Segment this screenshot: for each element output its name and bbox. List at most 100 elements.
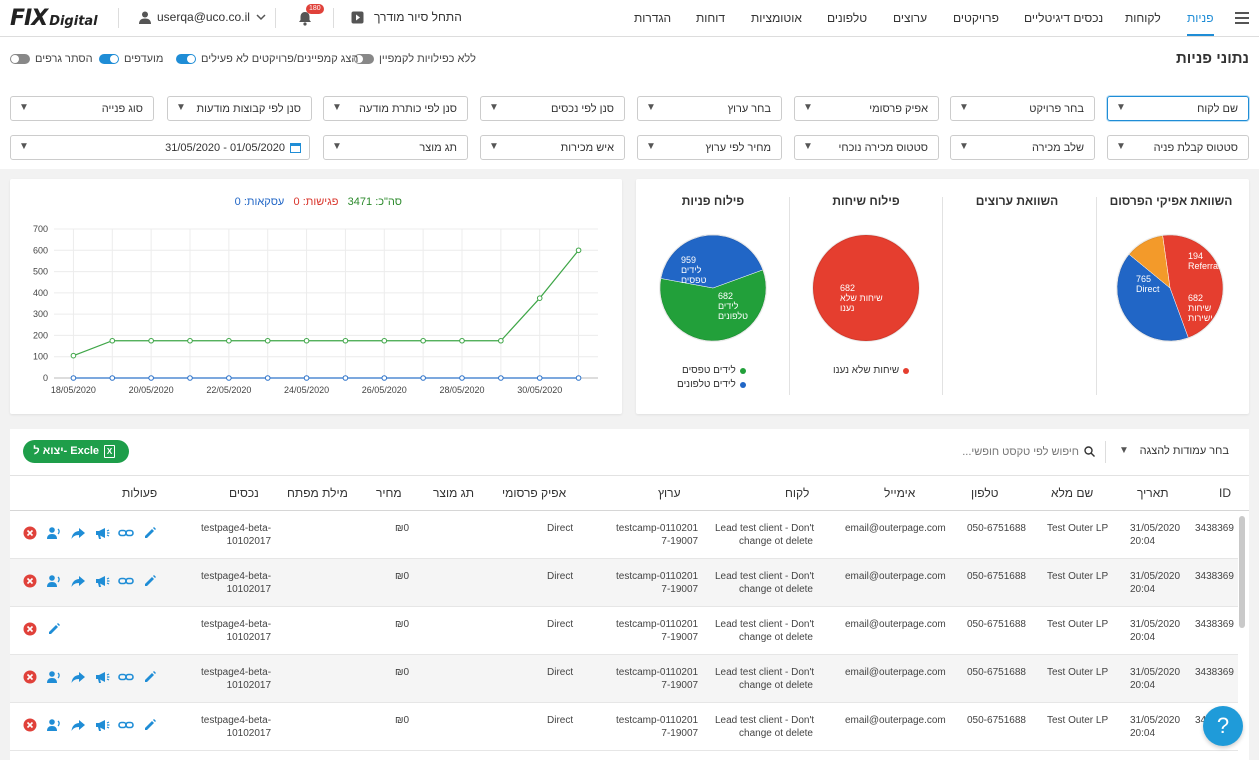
- assign-user-icon[interactable]: [46, 525, 62, 541]
- col-header-phone[interactable]: טלפון: [971, 486, 999, 500]
- edit-icon[interactable]: [46, 621, 62, 637]
- edit-icon[interactable]: [142, 573, 158, 589]
- delete-icon[interactable]: [22, 573, 38, 589]
- edit-icon[interactable]: [142, 717, 158, 733]
- toggle-no-duplicates[interactable]: ללא כפילויות לקמפיין: [354, 53, 476, 65]
- nav-settings[interactable]: הגדרות: [634, 11, 672, 25]
- filters-panel: שם לקוח ▼ בחר פרויקט ▼ אפיק פרסומי ▼ בחר ער…: [0, 81, 1259, 169]
- x-tick-label: 18/05/2020: [51, 385, 96, 395]
- forward-icon[interactable]: [70, 525, 86, 541]
- cell-channel-line: testcamp-0110201: [616, 715, 699, 726]
- toggle-favorites[interactable]: מועדפים: [99, 53, 163, 65]
- col-header-name[interactable]: שם מלא: [1051, 486, 1094, 500]
- filter-price-by-channel[interactable]: מחיר לפי ערוץ ▼: [637, 135, 782, 160]
- search-box[interactable]: [890, 440, 1095, 463]
- table-scrollbar[interactable]: [1239, 516, 1245, 628]
- forward-icon[interactable]: [70, 717, 86, 733]
- filter-sale-stage[interactable]: שלב מכירה ▼: [950, 135, 1095, 160]
- start-tour-button[interactable]: התחל סיור מודרך: [351, 10, 462, 24]
- date-range-picker[interactable]: 31/05/2020 - 01/05/2020 ▼: [10, 135, 310, 160]
- filter-salesperson[interactable]: איש מכירות ▼: [480, 135, 625, 160]
- pie-outline: [1116, 234, 1224, 342]
- assign-user-icon[interactable]: [46, 573, 62, 589]
- filter-ad-groups[interactable]: סנן לפי קבוצות מודעות ▼: [167, 96, 312, 121]
- col-header-price[interactable]: מחיר: [376, 486, 402, 500]
- column-selector[interactable]: בחר עמודות להצגה ▼: [1111, 440, 1239, 463]
- megaphone-icon[interactable]: [94, 717, 110, 733]
- megaphone-icon[interactable]: [94, 525, 110, 541]
- date-range-value: 31/05/2020 - 01/05/2020: [165, 142, 285, 154]
- edit-icon[interactable]: [142, 525, 158, 541]
- menu-icon[interactable]: [1235, 12, 1249, 24]
- export-excel-button[interactable]: יצוא ל- Excle X: [23, 440, 129, 463]
- megaphone-icon[interactable]: [94, 573, 110, 589]
- col-header-keyword[interactable]: מילת מפתח: [287, 486, 348, 500]
- cell-assets-line: testpage4-beta-: [201, 619, 272, 630]
- filter-sale-status[interactable]: סטטוס מכירה נוכחי ▼: [794, 135, 939, 160]
- filter-ad-channel[interactable]: אפיק פרסומי ▼: [794, 96, 939, 121]
- forward-icon[interactable]: [70, 669, 86, 685]
- search-input[interactable]: [899, 442, 1079, 461]
- nav-digital-assets[interactable]: נכסים דיגיטליים: [1024, 11, 1104, 25]
- delete-icon[interactable]: [22, 669, 38, 685]
- user-menu[interactable]: userqa@uco.co.il: [139, 10, 266, 24]
- col-header-channel[interactable]: ערוץ: [658, 486, 681, 500]
- play-icon: [351, 11, 364, 23]
- cell-price-line: ₪0: [395, 523, 410, 534]
- col-header-product-tag[interactable]: תג מוצר: [433, 486, 475, 500]
- link-icon[interactable]: [118, 717, 134, 733]
- filter-assets[interactable]: סנן לפי נכסים ▼: [480, 96, 625, 121]
- nav-leads[interactable]: פניות: [1187, 0, 1214, 36]
- toggle-hide-charts[interactable]: הסתר גרפים: [10, 53, 93, 65]
- filter-ad-title[interactable]: סנן לפי כותרת מודעה ▼: [323, 96, 468, 121]
- delete-icon[interactable]: [22, 525, 38, 541]
- cell-assets-line: 10102017: [226, 680, 272, 691]
- nav-automations[interactable]: אוטומציות: [751, 11, 802, 25]
- link-icon[interactable]: [118, 525, 134, 541]
- delete-icon[interactable]: [22, 621, 38, 637]
- filter-product-tag[interactable]: תג מוצר ▼: [323, 135, 468, 160]
- toggle-switch[interactable]: [99, 54, 119, 64]
- calendar-icon: [290, 143, 301, 153]
- cell-phone-line: 050-6751688: [967, 619, 1026, 630]
- assign-user-icon[interactable]: [46, 717, 62, 733]
- toggle-switch[interactable]: [176, 54, 196, 64]
- filter-lead-status[interactable]: סטטוס קבלת פניה ▼: [1107, 135, 1249, 160]
- col-header-assets[interactable]: נכסים: [229, 486, 259, 500]
- filter-client[interactable]: שם לקוח ▼: [1107, 96, 1249, 121]
- fix-digital-logo[interactable]: FIX Digital: [10, 6, 98, 30]
- toggle-switch[interactable]: [10, 54, 30, 64]
- col-header-id[interactable]: ID: [1219, 486, 1231, 500]
- nav-phones[interactable]: טלפונים: [827, 11, 868, 25]
- col-header-ad-channel[interactable]: אפיק פרסומי: [502, 486, 567, 500]
- nav-clients[interactable]: לקוחות: [1125, 11, 1161, 25]
- filter-project[interactable]: בחר פרויקט ▼: [950, 96, 1095, 121]
- toggle-switch[interactable]: [354, 54, 374, 64]
- notifications-button[interactable]: 180: [298, 4, 324, 29]
- megaphone-icon[interactable]: [94, 669, 110, 685]
- nav-projects[interactable]: פרויקטים: [953, 11, 999, 25]
- data-point: [381, 375, 388, 381]
- filter-lead-type[interactable]: סוג פנייה ▼: [10, 96, 154, 121]
- assign-user-icon[interactable]: [46, 669, 62, 685]
- nav-channels[interactable]: ערוצים: [893, 11, 928, 25]
- forward-icon[interactable]: [70, 573, 86, 589]
- filter-channel[interactable]: בחר ערוץ ▼: [637, 96, 782, 121]
- delete-icon[interactable]: [22, 717, 38, 733]
- link-icon[interactable]: [118, 573, 134, 589]
- help-button[interactable]: ?: [1203, 706, 1243, 746]
- link-icon[interactable]: [118, 669, 134, 685]
- col-header-client[interactable]: לקוח: [785, 486, 810, 500]
- edit-icon[interactable]: [142, 669, 158, 685]
- col-header-email[interactable]: אימייל: [884, 486, 916, 500]
- nav-reports[interactable]: דוחות: [696, 11, 726, 25]
- col-header-date[interactable]: תאריך: [1137, 486, 1169, 500]
- cell-channel-line: 7-19007: [661, 632, 699, 643]
- toggle-show-inactive[interactable]: הצג קמפיינים/פרויקטים לא פעילים: [176, 53, 358, 65]
- cell-assets-line: 10102017: [226, 632, 272, 643]
